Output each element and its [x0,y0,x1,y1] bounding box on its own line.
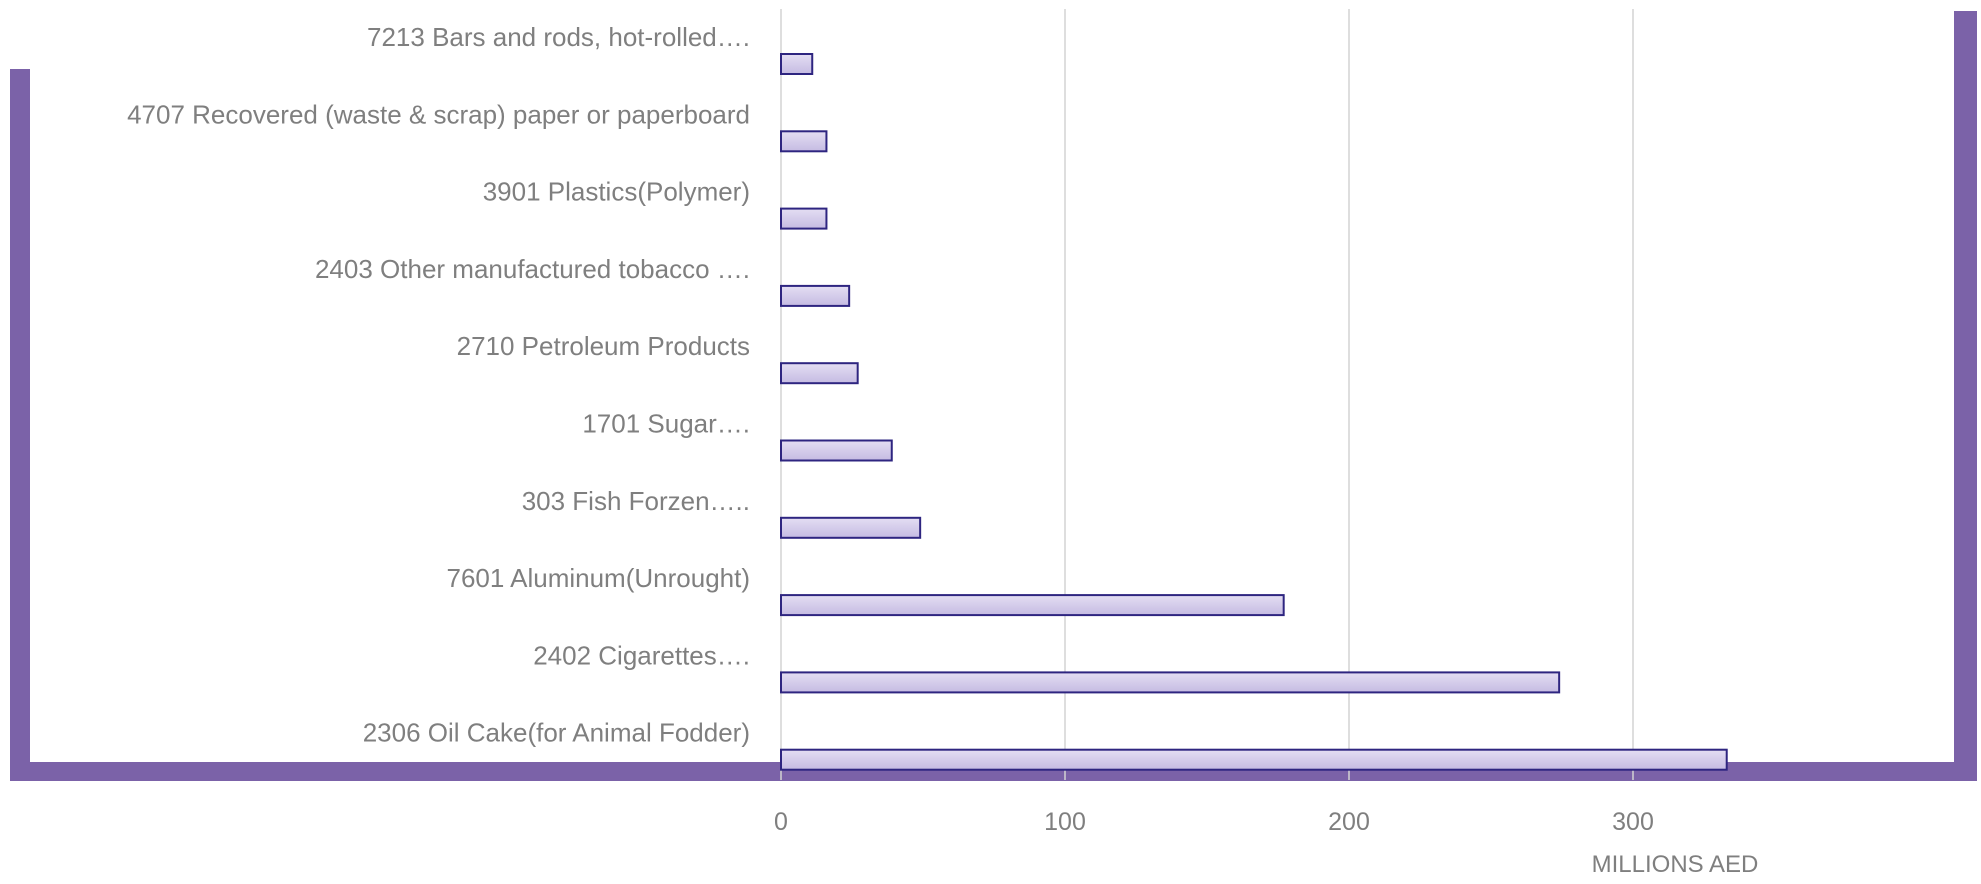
bar-2 [780,130,828,153]
bar-6 [780,439,893,462]
bar-9 [780,671,1561,694]
x-tick-labels: 0 100 200 300 [774,808,1654,836]
category-label-6: 1701 Sugar…. [582,409,750,439]
bar-7 [780,516,922,539]
bar-10 [780,748,1728,771]
frame-left-bar [10,69,30,781]
bar-8 [780,594,1285,617]
bar-4 [780,284,851,307]
category-label-9: 2402 Cigarettes…. [533,640,750,670]
x-axis-title: MILLIONS AED [1592,851,1759,878]
category-label-3: 3901 Plastics(Polymer) [483,177,750,207]
x-tick-label-200: 200 [1328,808,1370,836]
category-label-8: 7601 Aluminum(Unrought) [447,563,751,593]
category-label-1: 7213 Bars and rods, hot-rolled…. [367,22,750,52]
category-label-10: 2306 Oil Cake(for Animal Fodder) [363,718,750,748]
x-tick-label-300: 300 [1612,808,1654,836]
bars [780,53,1728,771]
x-tick-label-100: 100 [1044,808,1086,836]
bar-5 [780,362,859,385]
gridlines [1064,9,1634,780]
frame-right-bar [1954,11,1977,781]
category-label-7: 303 Fish Forzen….. [522,486,750,516]
category-label-2: 4707 Recovered (waste & scrap) paper or … [127,99,750,129]
category-label-4: 2403 Other manufactured tobacco …. [315,254,750,284]
x-tick-label-0: 0 [774,808,788,836]
category-label-5: 2710 Petroleum Products [457,331,750,361]
plot-background [780,9,1954,762]
bar-3 [780,207,828,230]
bar-1 [780,53,814,75]
category-labels: 7213 Bars and rods, hot-rolled…. 4707 Rec… [127,22,750,748]
